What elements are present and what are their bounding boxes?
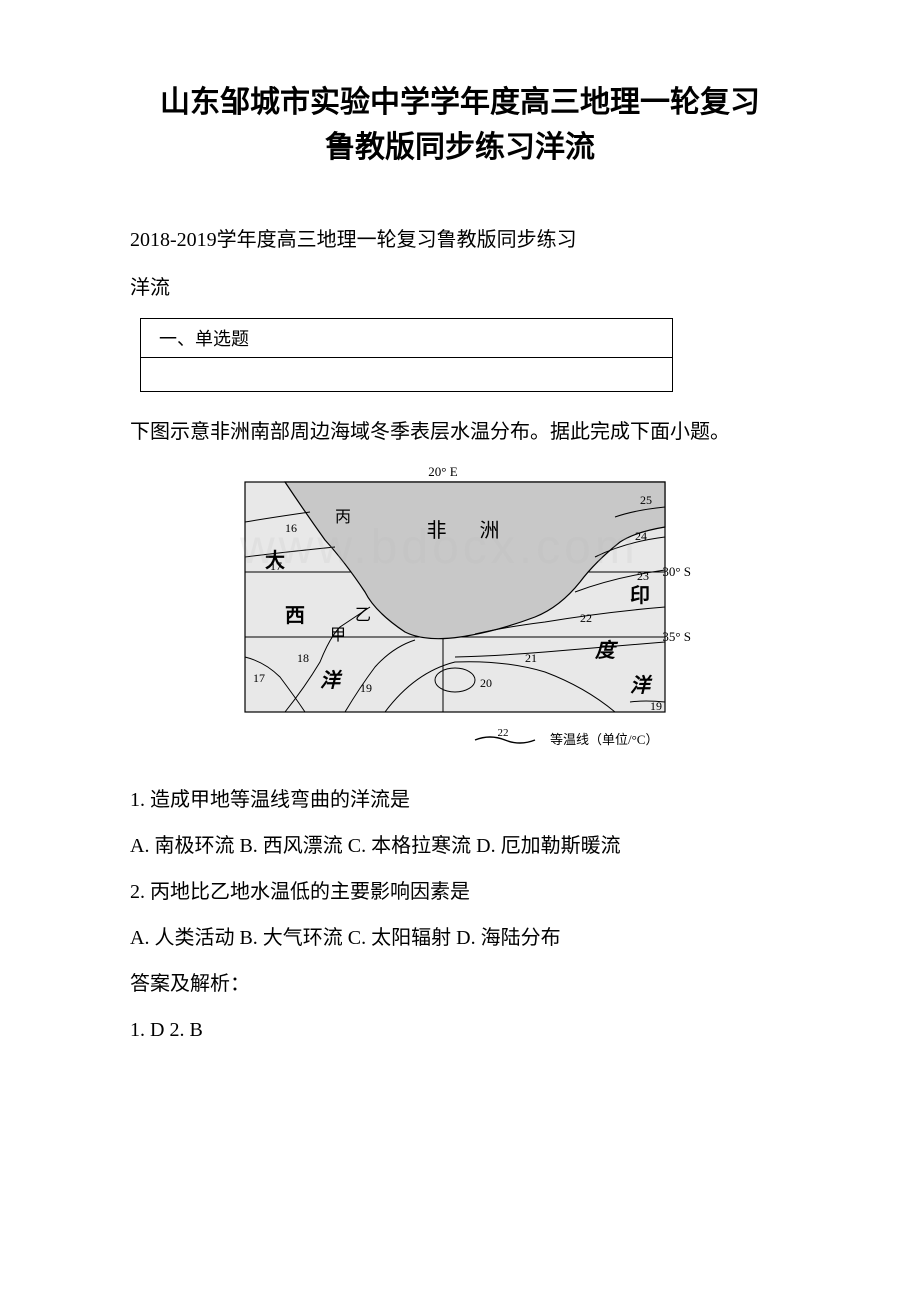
q1-options: A. 南极环流 B. 西风漂流 C. 本格拉寒流 D. 厄加勒斯暖流 bbox=[90, 826, 830, 866]
svg-text:35° S: 35° S bbox=[662, 629, 691, 644]
svg-text:24: 24 bbox=[635, 529, 647, 543]
svg-text:22: 22 bbox=[580, 611, 592, 625]
answers: 1. D 2. B bbox=[90, 1010, 830, 1050]
q1-stem: 1. 造成甲地等温线弯曲的洋流是 bbox=[90, 780, 830, 820]
svg-text:等温线（单位/°C）: 等温线（单位/°C） bbox=[550, 732, 658, 747]
answer-label: 答案及解析： bbox=[90, 964, 830, 1004]
svg-text:23: 23 bbox=[637, 569, 649, 583]
svg-text:印: 印 bbox=[630, 584, 650, 607]
svg-text:25: 25 bbox=[640, 493, 652, 507]
map-figure: 20° E 30° S 35° S 非 洲 大 西 洋 印 度 洋 丙 乙 甲 … bbox=[90, 462, 830, 762]
title-line-2: 鲁教版同步练习洋流 bbox=[325, 131, 595, 164]
svg-text:19: 19 bbox=[360, 681, 372, 695]
svg-text:22: 22 bbox=[498, 727, 509, 739]
section-header-table: 一、单选题 bbox=[140, 318, 673, 392]
svg-text:洋: 洋 bbox=[630, 674, 653, 697]
svg-text:西: 西 bbox=[285, 605, 305, 627]
svg-text:非 洲: 非 洲 bbox=[427, 519, 514, 542]
svg-text:30° S: 30° S bbox=[662, 564, 691, 579]
svg-text:洋: 洋 bbox=[320, 669, 343, 692]
subtitle-2: 洋流 bbox=[90, 268, 830, 308]
section-header-cell: 一、单选题 bbox=[141, 319, 673, 358]
svg-text:20° E: 20° E bbox=[428, 464, 457, 479]
svg-text:18: 18 bbox=[297, 651, 309, 665]
svg-text:17: 17 bbox=[253, 671, 265, 685]
subtitle-1: 2018-2019学年度高三地理一轮复习鲁教版同步练习 bbox=[90, 220, 830, 260]
section-empty-cell bbox=[141, 358, 673, 392]
svg-text:17: 17 bbox=[270, 559, 282, 573]
page-title: 山东邹城市实验中学学年度高三地理一轮复习 鲁教版同步练习洋流 bbox=[90, 80, 830, 170]
svg-text:19: 19 bbox=[650, 699, 662, 713]
intro-text: 下图示意非洲南部周边海域冬季表层水温分布。据此完成下面小题。 bbox=[90, 412, 830, 452]
svg-text:丙: 丙 bbox=[335, 509, 351, 526]
svg-text:16: 16 bbox=[285, 521, 297, 535]
q2-stem: 2. 丙地比乙地水温低的主要影响因素是 bbox=[90, 872, 830, 912]
svg-text:20: 20 bbox=[480, 676, 492, 690]
title-line-1: 山东邹城市实验中学学年度高三地理一轮复习 bbox=[160, 86, 760, 119]
svg-text:21: 21 bbox=[525, 651, 537, 665]
q2-options: A. 人类活动 B. 大气环流 C. 太阳辐射 D. 海陆分布 bbox=[90, 918, 830, 958]
